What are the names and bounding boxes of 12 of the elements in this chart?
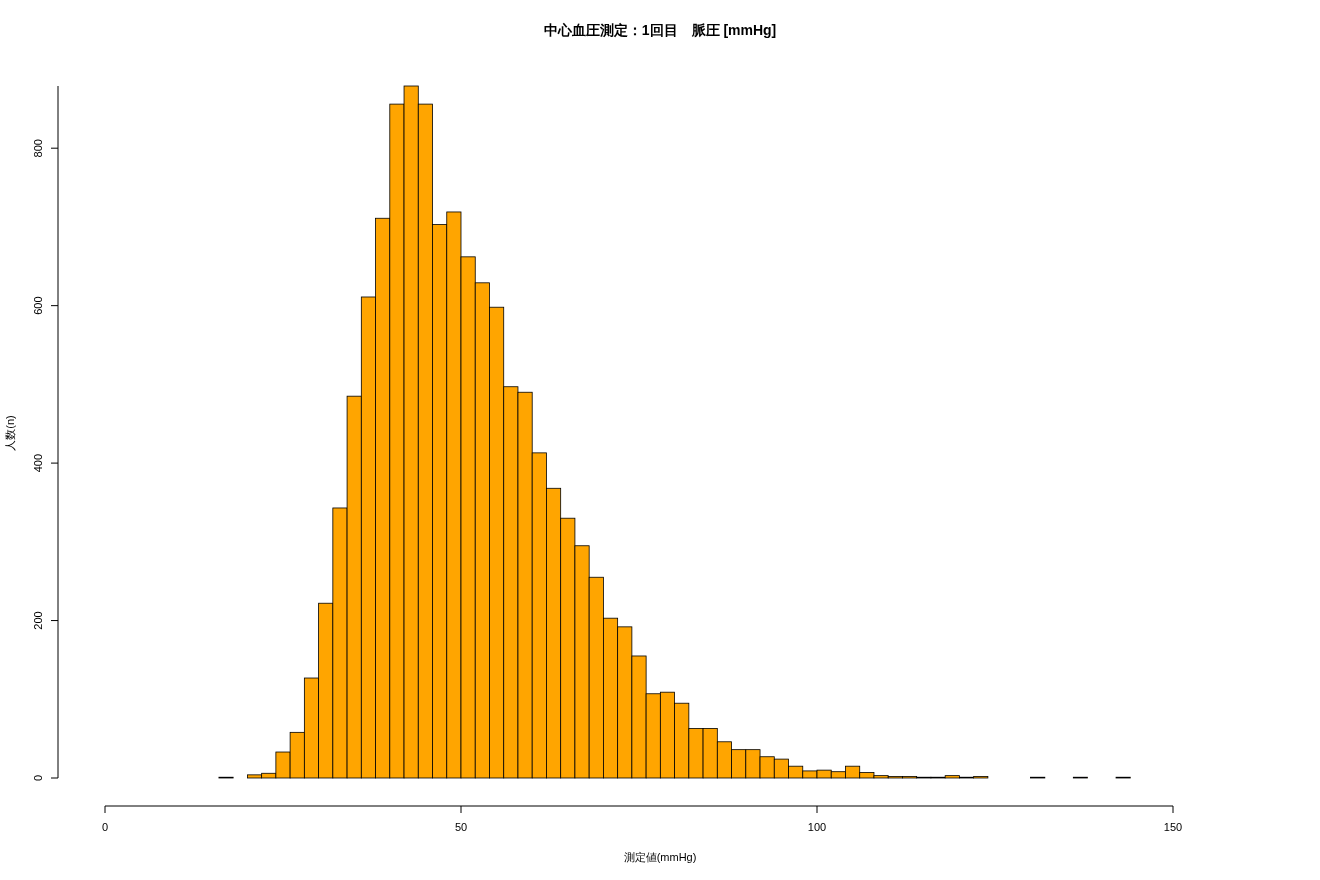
x-tick-label: 150 <box>1163 821 1183 833</box>
y-axis-title: 人数(n) <box>4 415 16 451</box>
chart-title: 中心血圧測定：1回目 脈圧 [mmHg] <box>543 22 777 38</box>
y-tick-label: 800 <box>32 139 44 158</box>
x-tick-label: 0 <box>101 821 109 833</box>
y-tick-label: 600 <box>32 296 44 315</box>
x-tick-label: 50 <box>454 821 468 833</box>
y-tick-label: 200 <box>32 611 44 630</box>
x-tick-label: 100 <box>807 821 827 833</box>
y-tick-label: 400 <box>32 453 44 473</box>
x-axis-title: 測定値(mmHg) <box>623 851 697 863</box>
y-tick-label: 0 <box>32 774 44 782</box>
